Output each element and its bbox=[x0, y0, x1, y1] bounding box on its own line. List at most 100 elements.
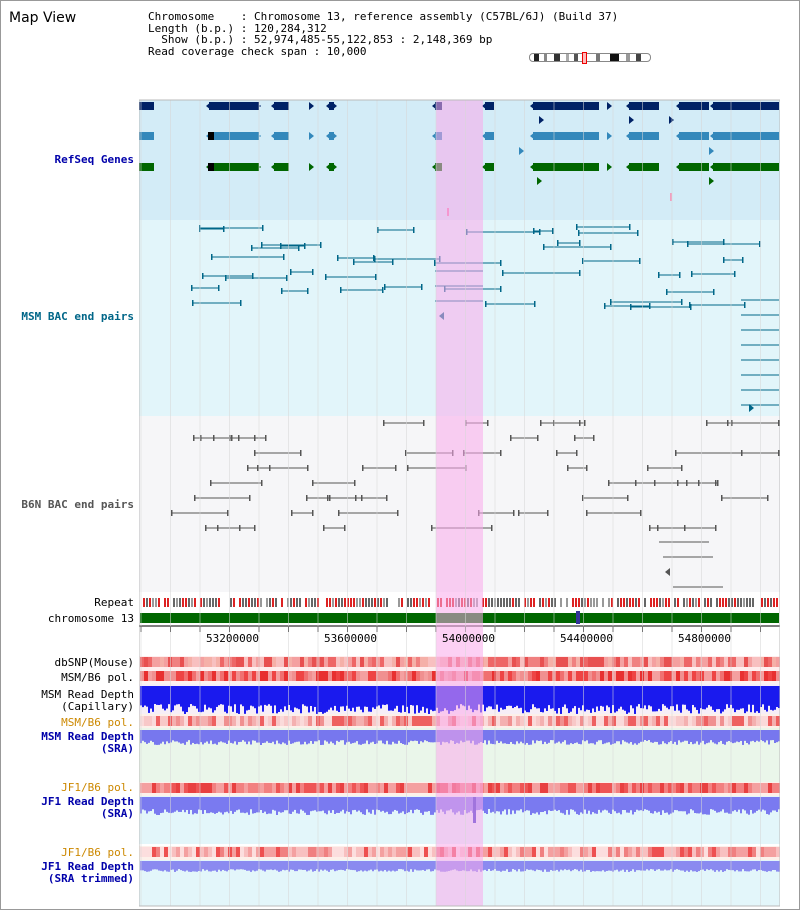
dbsnp-cell bbox=[324, 657, 328, 667]
depth-bar bbox=[676, 797, 678, 811]
depth-bar bbox=[274, 730, 276, 745]
pol-cell bbox=[580, 716, 584, 726]
pol-cell bbox=[352, 716, 356, 726]
depth-bar bbox=[580, 797, 582, 813]
pol-cell bbox=[400, 716, 404, 726]
bac-end bbox=[533, 228, 535, 234]
depth-bar bbox=[324, 861, 326, 870]
pol-cell bbox=[416, 847, 420, 857]
pol-cell bbox=[200, 671, 204, 681]
gene-strand-arrow bbox=[332, 132, 337, 140]
depth-bar bbox=[382, 861, 384, 872]
pol-cell bbox=[176, 783, 180, 793]
depth-bar bbox=[508, 797, 510, 810]
depth-bar bbox=[224, 730, 226, 743]
pol-cell bbox=[236, 783, 240, 793]
dbsnp-cell bbox=[648, 657, 652, 667]
depth-bar bbox=[384, 730, 386, 745]
info-length: Length (b.p.) : 120,284,312 bbox=[148, 21, 327, 35]
depth-bar bbox=[400, 861, 402, 870]
gene-strand-arrow bbox=[271, 132, 276, 140]
depth-bar bbox=[494, 797, 496, 814]
depth-bar bbox=[174, 797, 176, 812]
depth-bar bbox=[144, 686, 146, 706]
pol-cell bbox=[228, 716, 232, 726]
depth-bar bbox=[352, 686, 354, 708]
depth-bar bbox=[566, 730, 568, 745]
depth-bar bbox=[614, 686, 616, 713]
depth-bar bbox=[338, 686, 340, 713]
depth-bar bbox=[766, 861, 768, 872]
depth-bar bbox=[182, 686, 184, 712]
depth-bar bbox=[190, 861, 192, 872]
depth-bar bbox=[510, 686, 512, 706]
depth-bar bbox=[408, 861, 410, 872]
depth-bar bbox=[686, 861, 688, 871]
depth-bar bbox=[338, 861, 340, 870]
depth-bar bbox=[658, 861, 660, 870]
depth-bar bbox=[664, 686, 666, 706]
depth-bar bbox=[720, 686, 722, 714]
depth-bar bbox=[700, 730, 702, 743]
pol-cell bbox=[232, 783, 236, 793]
depth-bar bbox=[532, 797, 534, 814]
depth-bar bbox=[530, 686, 532, 710]
depth-bar bbox=[358, 797, 360, 811]
depth-bar bbox=[714, 797, 716, 811]
depth-bar bbox=[590, 861, 592, 872]
chromosome-ideogram[interactable] bbox=[529, 52, 651, 64]
pol-cell bbox=[276, 847, 280, 857]
depth-bar bbox=[406, 730, 408, 745]
depth-bar bbox=[762, 861, 764, 871]
depth-bar bbox=[140, 861, 142, 871]
depth-bar bbox=[180, 861, 182, 871]
pol-cell bbox=[720, 671, 724, 681]
pol-cell bbox=[712, 847, 716, 857]
repeat-block bbox=[644, 598, 646, 607]
pol-cell bbox=[776, 716, 780, 726]
dbsnp-cell bbox=[496, 657, 500, 667]
depth-bar bbox=[760, 797, 762, 812]
depth-bar bbox=[760, 730, 762, 741]
depth-bar bbox=[554, 797, 556, 810]
pol-cell bbox=[488, 847, 492, 857]
repeat-block bbox=[704, 598, 706, 607]
depth-bar bbox=[248, 861, 250, 871]
depth-bar bbox=[326, 797, 328, 815]
pol-cell bbox=[532, 716, 536, 726]
dbsnp-cell bbox=[408, 657, 412, 667]
pol-cell bbox=[736, 671, 740, 681]
repeat-block bbox=[152, 598, 154, 607]
depth-bar bbox=[492, 797, 494, 812]
repeat-block bbox=[173, 598, 175, 607]
dbsnp-cell bbox=[256, 657, 260, 667]
depth-bar bbox=[690, 797, 692, 810]
depth-bar bbox=[610, 797, 612, 814]
pol-cell bbox=[368, 847, 372, 857]
repeat-block bbox=[146, 598, 148, 607]
pol-cell bbox=[212, 671, 216, 681]
pol-cell bbox=[692, 847, 696, 857]
depth-bar bbox=[486, 797, 488, 815]
pol-cell bbox=[640, 847, 644, 857]
depth-bar bbox=[538, 686, 540, 709]
depth-bar bbox=[558, 861, 560, 872]
depth-bar bbox=[726, 730, 728, 742]
pol-cell bbox=[728, 783, 732, 793]
depth-bar bbox=[688, 797, 690, 814]
depth-bar bbox=[184, 797, 186, 813]
depth-bar bbox=[156, 686, 158, 705]
pol-cell bbox=[320, 671, 324, 681]
depth-bar bbox=[772, 797, 774, 811]
depth-bar bbox=[316, 797, 318, 812]
pol-cell bbox=[600, 783, 604, 793]
pol-cell bbox=[764, 847, 768, 857]
repeat-block bbox=[674, 598, 676, 607]
depth-bar bbox=[240, 730, 242, 742]
repeat-block bbox=[551, 598, 553, 607]
pol-cell bbox=[304, 716, 308, 726]
selected-region-highlight[interactable] bbox=[436, 100, 483, 906]
depth-bar bbox=[392, 730, 394, 742]
depth-bar bbox=[546, 861, 548, 872]
pol-cell bbox=[632, 847, 636, 857]
